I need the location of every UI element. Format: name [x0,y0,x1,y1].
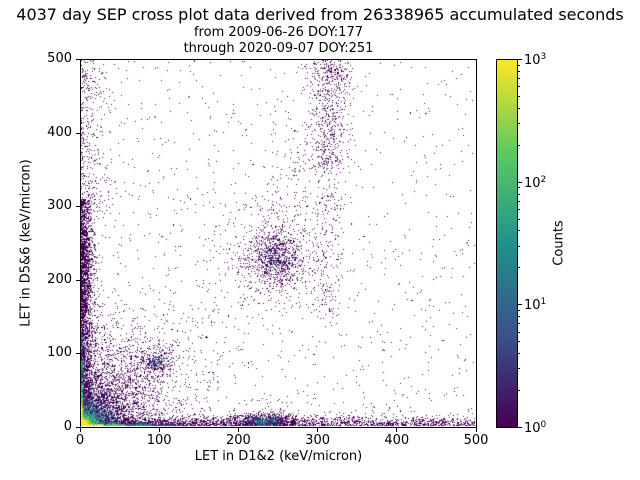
y-tick [76,279,80,281]
y-tick [76,206,80,208]
colorbar-minor-tick [518,144,520,146]
colorbar-minor-tick [518,368,520,370]
x-tick [396,428,398,432]
colorbar-tick [518,181,522,183]
x-tick [158,428,160,432]
x-tick [79,428,81,432]
y-tick [76,427,80,428]
x-tick [317,428,319,432]
colorbar-minor-tick [518,200,520,202]
colorbar-minor-tick [518,245,520,247]
colorbar-minor-tick [518,230,520,232]
colorbar-minor-tick [518,193,520,195]
colorbar-minor-tick [518,316,520,318]
x-tick-label: 200 [225,433,251,448]
colorbar-minor-tick [518,323,520,325]
y-tick [76,59,80,60]
x-tick-label: 500 [463,433,489,448]
chart-title-line1: 4037 day SEP cross plot data derived fro… [16,5,624,24]
colorbar-tick-label: 103 [524,52,547,68]
colorbar-minor-tick [518,64,520,66]
y-tick-label: 200 [47,271,72,287]
x-tick-label: 0 [75,433,85,448]
y-tick-label: 400 [47,124,72,140]
y-axis-label: LET in D5&6 (keV/micron) [18,159,34,327]
y-tick-label: 0 [63,419,72,434]
colorbar-tick-label: 100 [524,420,547,436]
colorbar-minor-tick [518,341,520,343]
chart-title-line3: through 2020-09-07 DOY:251 [183,41,374,56]
plot-area [80,59,477,428]
x-axis-label: LET in D1&2 (keV/micron) [194,449,363,464]
y-tick-label: 100 [47,345,72,361]
scatter-canvas [81,60,476,427]
x-tick-label: 300 [305,433,330,448]
y-tick-label: 500 [47,51,72,66]
colorbar-tick-label: 102 [524,174,547,191]
colorbar-minor-tick [518,187,520,189]
colorbar-minor-tick [518,107,520,109]
colorbar-gradient [496,59,518,428]
colorbar-minor-tick [518,309,520,311]
colorbar-tick [518,427,522,428]
colorbar-tick [518,304,522,306]
colorbar-minor-tick [518,218,520,220]
x-tick [475,428,477,432]
colorbar-minor-tick [518,70,520,72]
chart-title-line2: from 2009-06-26 DOY:177 [193,25,363,40]
colorbar-minor-tick [518,353,520,355]
colorbar-minor-tick [518,95,520,97]
colorbar-tick-label: 101 [524,297,547,314]
colorbar-minor-tick [518,331,520,333]
colorbar-minor-tick [518,390,520,392]
colorbar-minor-tick [518,78,520,79]
y-tick [76,353,80,355]
x-tick-label: 100 [146,433,172,448]
colorbar-minor-tick [518,208,520,210]
colorbar-tick [518,59,522,60]
x-tick-label: 400 [384,433,410,448]
colorbar-minor-tick [518,123,520,125]
y-tick-label: 300 [47,198,72,214]
colorbar-label: Counts [551,220,567,266]
y-tick [76,132,80,134]
colorbar-minor-tick [518,86,520,88]
x-tick [237,428,239,432]
colorbar-minor-tick [518,267,520,269]
